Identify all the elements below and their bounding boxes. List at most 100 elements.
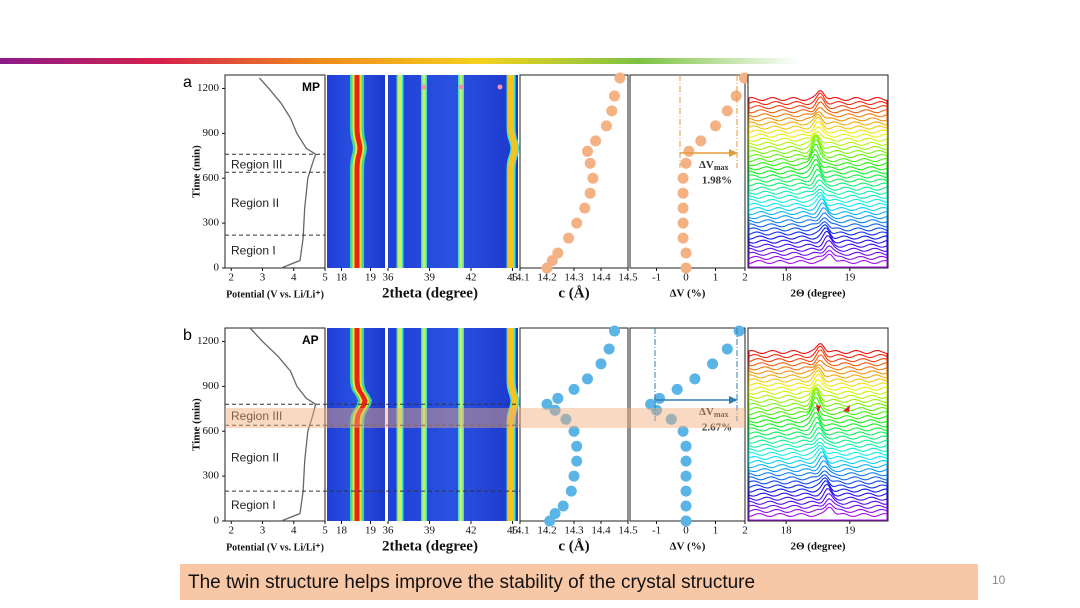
data-point <box>677 172 689 184</box>
data-point <box>683 145 695 157</box>
data-point <box>549 508 561 520</box>
region-label: Region II <box>231 450 279 464</box>
data-point <box>677 425 689 437</box>
data-point <box>584 157 596 169</box>
data-point <box>645 398 657 410</box>
data-point <box>677 217 689 229</box>
x-tick-label: 45 <box>507 525 519 537</box>
data-point <box>609 90 620 102</box>
y-tick-label: 600 <box>203 425 220 437</box>
data-point <box>603 343 615 355</box>
x-tick-label: 2 <box>229 525 235 537</box>
axis-label: ΔV (%) <box>670 541 706 553</box>
axis-label: c (Å) <box>558 538 589 554</box>
data-point <box>680 157 692 169</box>
data-point <box>571 217 583 229</box>
region-label: Region II <box>231 196 279 210</box>
x-tick-label: 14.5 <box>618 525 638 537</box>
waterfall-trace <box>748 253 888 268</box>
region-label: Region III <box>231 409 282 423</box>
annotation-sub: max <box>714 410 729 419</box>
x-tick-label: 4 <box>291 525 297 537</box>
data-point <box>680 485 692 497</box>
data-point <box>653 392 665 404</box>
data-point <box>571 455 583 467</box>
axis-label: 2theta (degree) <box>382 538 478 554</box>
x-tick-label: 36 <box>383 525 395 537</box>
x-tick-label: 14.3 <box>564 272 584 284</box>
axis-label: Time (min) <box>191 398 203 451</box>
data-point <box>680 247 692 259</box>
data-point <box>680 440 692 452</box>
x-tick-label: 19 <box>844 272 856 284</box>
data-point <box>541 398 553 410</box>
axis-label: Time (min) <box>191 145 203 198</box>
x-tick-label: 14.3 <box>564 525 584 537</box>
panel-label: a <box>183 74 192 91</box>
data-point <box>677 232 689 244</box>
x-tick-label: 2 <box>742 272 748 284</box>
data-point <box>680 455 692 467</box>
x-tick-label: -1 <box>652 272 661 284</box>
data-point <box>552 247 564 259</box>
top-bar <box>0 58 800 64</box>
subplot-frame <box>224 74 326 269</box>
data-point <box>568 470 580 482</box>
heatmap-band <box>354 328 368 521</box>
data-point <box>677 202 689 214</box>
x-tick-label: 39 <box>424 272 436 284</box>
x-tick-label: 42 <box>465 525 476 537</box>
data-point <box>590 135 602 147</box>
data-point <box>680 515 692 527</box>
axis-label: Potential (V vs. Li/Li⁺) <box>226 542 324 553</box>
axis-label: Potential (V vs. Li/Li⁺) <box>226 289 324 300</box>
heatmap-band <box>398 328 402 521</box>
heatmap-band <box>398 75 402 268</box>
y-tick-label: 0 <box>214 262 220 274</box>
arrow-head <box>729 149 738 157</box>
heatmap-band <box>459 75 463 268</box>
x-tick-label: 14.5 <box>618 272 638 284</box>
x-tick-label: 3 <box>260 272 266 284</box>
marker <box>497 84 503 90</box>
x-tick-label: 14.4 <box>591 272 611 284</box>
marker <box>458 84 464 90</box>
data-point <box>707 358 719 370</box>
annotation-value: 2.67% <box>702 422 732 434</box>
data-point <box>565 485 577 497</box>
x-tick-label: 14.2 <box>537 525 556 537</box>
x-tick-label: 42 <box>465 272 476 284</box>
region-label: Region III <box>231 157 282 171</box>
data-point <box>584 187 596 199</box>
data-point <box>680 500 692 512</box>
x-tick-label: 19 <box>365 525 377 537</box>
subplot-frame <box>224 327 326 522</box>
data-point <box>680 470 692 482</box>
y-tick-label: 0 <box>214 515 220 527</box>
arrow-head <box>729 396 738 404</box>
data-point <box>587 172 599 184</box>
y-tick-label: 900 <box>203 380 220 392</box>
sample-label: MP <box>302 80 320 94</box>
data-point <box>689 373 701 385</box>
axis-label: c (Å) <box>558 285 589 301</box>
data-point <box>606 105 618 117</box>
page-number: 10 <box>992 573 1006 587</box>
data-point <box>680 262 692 274</box>
caption: The twin structure helps improve the sta… <box>188 572 755 593</box>
x-tick-label: 18 <box>781 525 793 537</box>
data-point <box>582 145 593 157</box>
y-tick-label: 600 <box>203 172 220 184</box>
data-point <box>695 135 707 147</box>
x-tick-label: 14.2 <box>537 272 556 284</box>
data-point <box>600 120 612 132</box>
axis-label: 2theta (degree) <box>382 285 478 301</box>
x-tick-label: 39 <box>424 525 436 537</box>
data-point <box>721 105 733 117</box>
x-tick-label: 1 <box>713 525 719 537</box>
data-point <box>560 413 572 425</box>
data-point <box>595 358 607 370</box>
axis-label: 2Θ (degree) <box>790 288 845 300</box>
